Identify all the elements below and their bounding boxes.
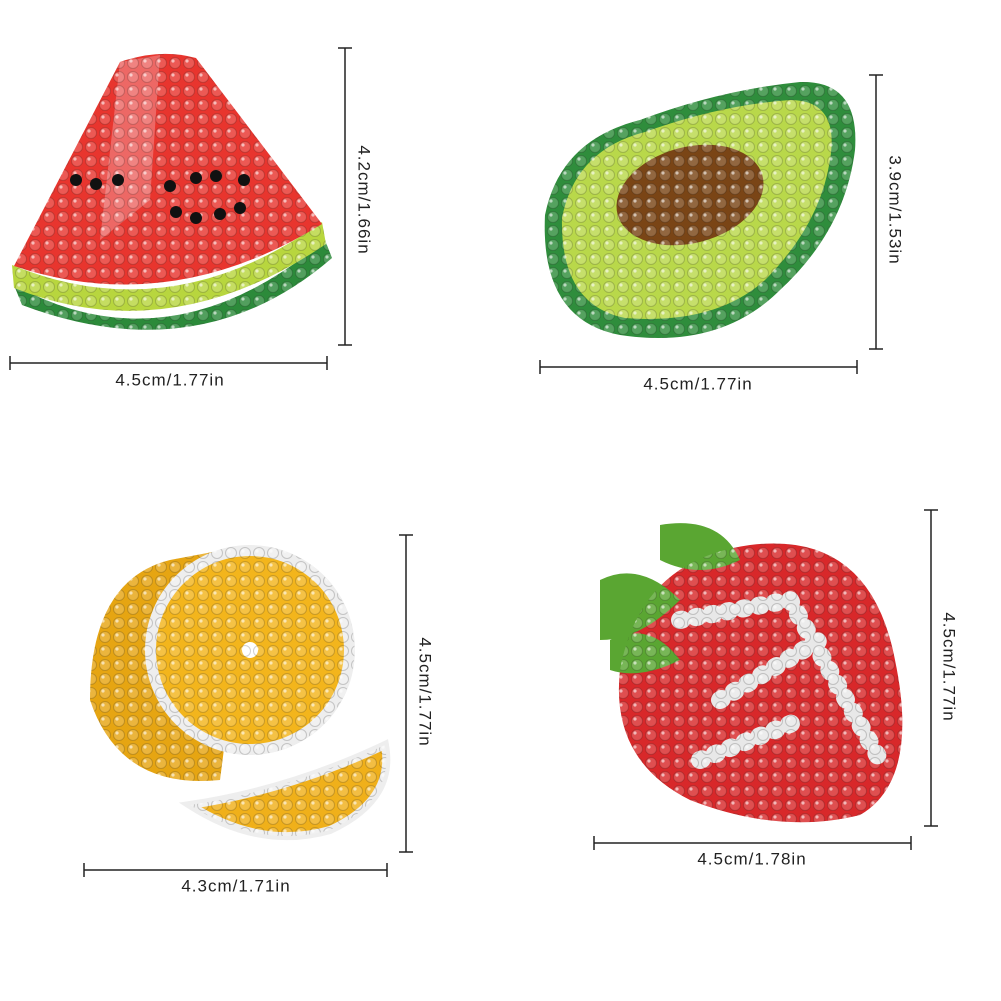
strawberry-sticker — [600, 523, 903, 823]
width-label: 4.3cm/1.71in — [181, 876, 290, 895]
height-label: 4.5cm/1.77in — [940, 612, 959, 721]
width-label: 4.5cm/1.77in — [115, 370, 224, 389]
height-label: 3.9cm/1.53in — [886, 155, 905, 264]
height-label: 4.2cm/1.66in — [355, 145, 374, 254]
lemon-sticker — [90, 545, 391, 841]
watermelon-sticker — [12, 53, 332, 330]
width-label: 4.5cm/1.78in — [697, 849, 806, 868]
width-label: 4.5cm/1.77in — [643, 374, 752, 393]
height-label: 4.5cm/1.77in — [416, 637, 435, 746]
avocado-sticker — [544, 81, 856, 338]
dimension-lines — [9, 47, 938, 877]
